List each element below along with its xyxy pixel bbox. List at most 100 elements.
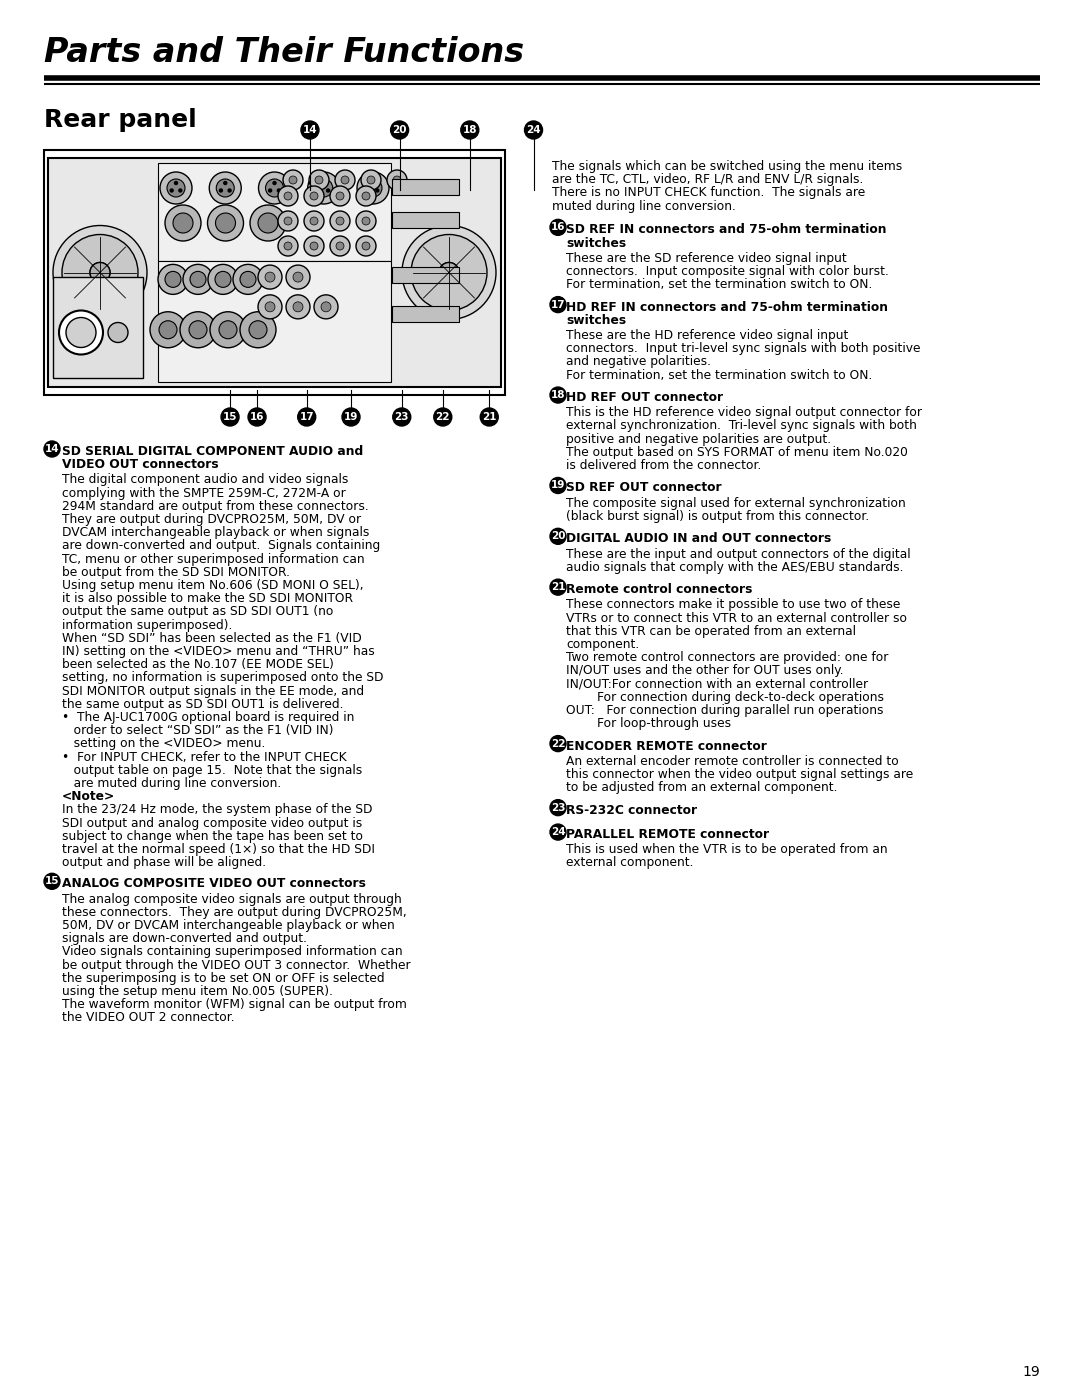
Text: DIGITAL AUDIO IN and OUT connectors: DIGITAL AUDIO IN and OUT connectors (566, 532, 832, 545)
Circle shape (59, 310, 103, 355)
Circle shape (362, 217, 370, 225)
Text: •  For INPUT CHECK, refer to the INPUT CHECK: • For INPUT CHECK, refer to the INPUT CH… (62, 750, 347, 764)
Text: <Note>: <Note> (62, 791, 116, 803)
Circle shape (183, 264, 213, 295)
Text: In the 23/24 Hz mode, the system phase of the SD: In the 23/24 Hz mode, the system phase o… (62, 803, 373, 816)
Text: •  The AJ-UC1700G optional board is required in: • The AJ-UC1700G optional board is requi… (62, 711, 354, 724)
Text: be output through the VIDEO OUT 3 connector.  Whether: be output through the VIDEO OUT 3 connec… (62, 958, 410, 971)
Text: ENCODER REMOTE connector: ENCODER REMOTE connector (566, 739, 767, 753)
Circle shape (357, 172, 389, 204)
Text: The composite signal used for external synchronization: The composite signal used for external s… (566, 497, 906, 510)
Circle shape (310, 217, 318, 225)
Circle shape (171, 189, 173, 191)
Circle shape (438, 263, 459, 282)
Circle shape (335, 170, 355, 190)
Text: These are the input and output connectors of the digital: These are the input and output connector… (566, 548, 910, 560)
Circle shape (266, 179, 283, 197)
Circle shape (314, 295, 338, 319)
Circle shape (356, 211, 376, 231)
Circle shape (301, 122, 319, 138)
Circle shape (286, 265, 310, 289)
Circle shape (284, 242, 292, 250)
Text: that this VTR can be operated from an external: that this VTR can be operated from an ex… (566, 624, 856, 638)
Circle shape (393, 176, 401, 184)
Text: subject to change when the tape has been set to: subject to change when the tape has been… (62, 830, 363, 842)
Circle shape (411, 235, 487, 310)
Circle shape (550, 799, 566, 816)
Circle shape (293, 272, 303, 282)
Circle shape (165, 205, 201, 242)
Circle shape (284, 217, 292, 225)
Circle shape (314, 179, 333, 197)
Text: The waveform monitor (WFM) signal can be output from: The waveform monitor (WFM) signal can be… (62, 997, 407, 1011)
Circle shape (228, 189, 231, 191)
Circle shape (160, 172, 192, 204)
Text: SD SERIAL DIGITAL COMPONENT AUDIO and: SD SERIAL DIGITAL COMPONENT AUDIO and (62, 446, 363, 458)
Text: component.: component. (566, 638, 639, 651)
Text: The analog composite video signals are output through: The analog composite video signals are o… (62, 893, 402, 905)
Circle shape (221, 408, 239, 426)
Text: HD REF OUT connector: HD REF OUT connector (566, 391, 724, 404)
Text: are muted during line conversion.: are muted during line conversion. (62, 777, 281, 789)
Text: Parts and Their Functions: Parts and Their Functions (44, 35, 524, 68)
Circle shape (362, 242, 370, 250)
Text: TC, menu or other superimposed information can: TC, menu or other superimposed informati… (62, 553, 365, 566)
Circle shape (286, 295, 310, 319)
Text: 14: 14 (302, 124, 318, 136)
Text: An external encoder remote controller is connected to: An external encoder remote controller is… (566, 754, 899, 768)
Circle shape (248, 408, 266, 426)
Text: these connectors.  They are output during DVCPRO25M,: these connectors. They are output during… (62, 905, 407, 919)
Circle shape (167, 179, 185, 197)
Circle shape (265, 272, 275, 282)
FancyBboxPatch shape (392, 267, 459, 284)
Text: When “SD SDI” has been selected as the F1 (VID: When “SD SDI” has been selected as the F… (62, 631, 362, 645)
Circle shape (179, 189, 181, 191)
Circle shape (273, 182, 276, 184)
Text: been selected as the No.107 (EE MODE SEL): been selected as the No.107 (EE MODE SEL… (62, 658, 334, 671)
Text: 23: 23 (551, 803, 565, 813)
Circle shape (318, 189, 321, 191)
Circle shape (367, 176, 375, 184)
Circle shape (550, 219, 566, 235)
Circle shape (150, 312, 186, 348)
Text: 18: 18 (462, 124, 477, 136)
Text: This is used when the VTR is to be operated from an: This is used when the VTR is to be opera… (566, 844, 888, 856)
Text: output and phase will be aligned.: output and phase will be aligned. (62, 856, 266, 869)
Circle shape (189, 321, 207, 338)
Circle shape (309, 170, 329, 190)
Text: 21: 21 (551, 583, 565, 592)
Circle shape (173, 212, 193, 233)
Circle shape (108, 323, 129, 342)
Text: audio signals that comply with the AES/EBU standards.: audio signals that comply with the AES/E… (566, 560, 904, 574)
FancyBboxPatch shape (158, 261, 391, 381)
Circle shape (481, 408, 498, 426)
Circle shape (219, 321, 237, 338)
Text: is delivered from the connector.: is delivered from the connector. (566, 460, 761, 472)
Circle shape (278, 186, 298, 205)
Circle shape (249, 205, 286, 242)
Text: The output based on SYS FORMAT of menu item No.020: The output based on SYS FORMAT of menu i… (566, 446, 908, 458)
Text: 16: 16 (551, 222, 565, 232)
Text: SD REF IN connectors and 75-ohm termination: SD REF IN connectors and 75-ohm terminat… (566, 224, 887, 236)
Text: OUT:   For connection during parallel run operations: OUT: For connection during parallel run … (566, 704, 883, 717)
Text: (black burst signal) is output from this connector.: (black burst signal) is output from this… (566, 510, 869, 522)
Text: and negative polarities.: and negative polarities. (566, 355, 711, 369)
Text: These are the SD reference video signal input: These are the SD reference video signal … (566, 251, 847, 265)
Text: 24: 24 (526, 124, 541, 136)
Text: external component.: external component. (566, 856, 693, 869)
Circle shape (310, 242, 318, 250)
Circle shape (258, 295, 282, 319)
Circle shape (356, 186, 376, 205)
Text: 22: 22 (435, 412, 450, 422)
Circle shape (303, 211, 324, 231)
Text: Using setup menu item No.606 (SD MONI O SEL),: Using setup menu item No.606 (SD MONI O … (62, 578, 364, 592)
Text: 20: 20 (551, 531, 565, 541)
Text: 18: 18 (551, 390, 565, 400)
Text: 23: 23 (394, 412, 409, 422)
Circle shape (240, 312, 276, 348)
Text: setting on the <VIDEO> menu.: setting on the <VIDEO> menu. (62, 738, 266, 750)
Text: output the same output as SD SDI OUT1 (no: output the same output as SD SDI OUT1 (n… (62, 605, 334, 619)
Circle shape (330, 211, 350, 231)
Circle shape (289, 176, 297, 184)
Text: For termination, set the termination switch to ON.: For termination, set the termination swi… (566, 278, 873, 291)
